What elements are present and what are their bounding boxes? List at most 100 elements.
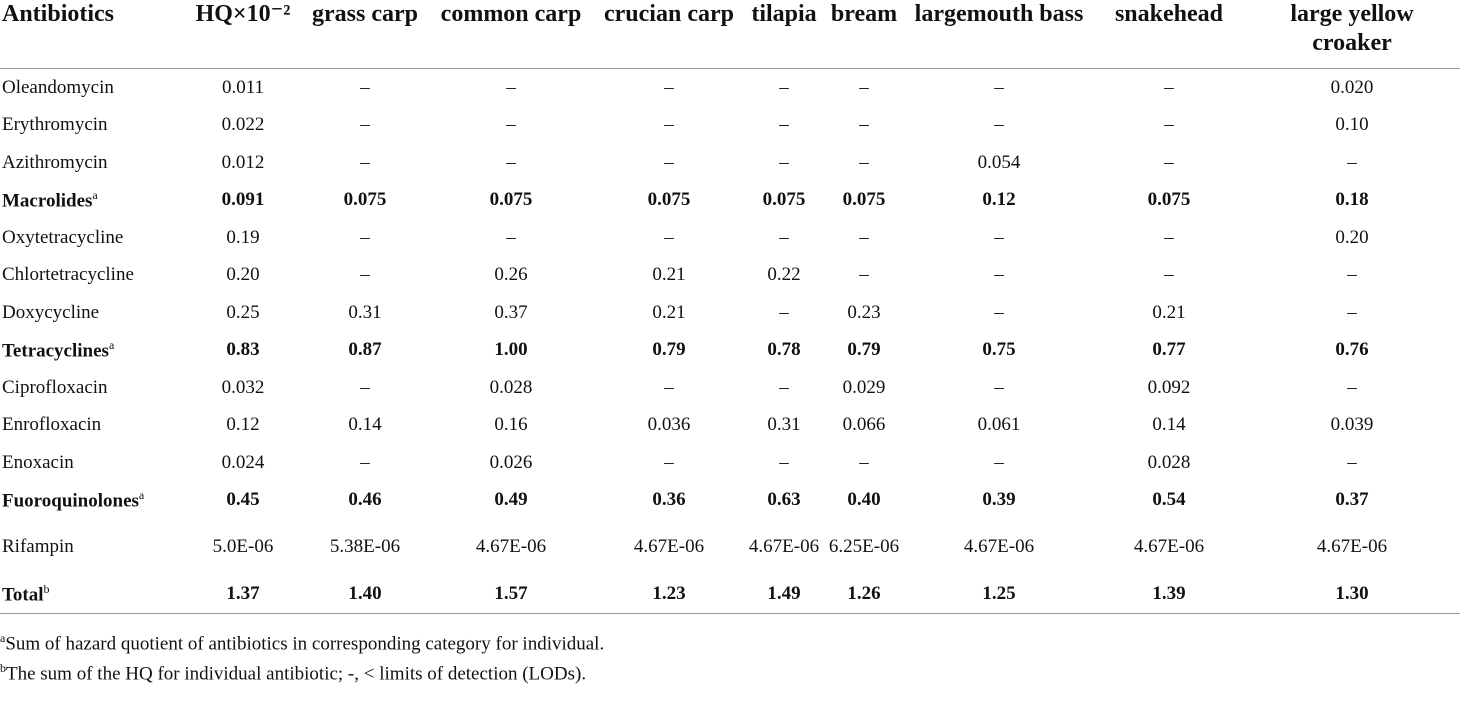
antibiotic-name-cell: Rifampin: [0, 519, 184, 575]
value-cell: 0.091: [221, 189, 265, 211]
value-cell: –: [506, 114, 516, 136]
antibiotic-name-cell: Oleandomycin: [0, 69, 184, 107]
table-row: Erythromycin 0.022 – – – – – – – 0.10: [0, 107, 1460, 145]
footnote-mark: a: [138, 488, 145, 503]
value-cell: 0.31: [348, 301, 382, 323]
value-cell: 1.23: [652, 582, 686, 604]
value-cell: –: [1347, 151, 1357, 173]
footnote-text: The sum of the HQ for individual antibio…: [6, 663, 587, 685]
value-cell: 0.14: [348, 414, 382, 436]
value-cell: 0.075: [842, 189, 886, 211]
footnote-text: Sum of hazard quotient of antibiotics in…: [5, 632, 605, 654]
value-cell: 0.036: [647, 414, 691, 436]
value-cell: 0.011: [221, 76, 265, 98]
value-cell: 0.029: [842, 376, 886, 398]
value-cell: 0.45: [226, 489, 260, 511]
value-cell: 0.12: [226, 414, 260, 436]
footnote-a: aSum of hazard quotient of antibiotics i…: [0, 626, 1460, 656]
antibiotic-name-cell: Fuoroquinolonesa: [0, 482, 184, 520]
value-cell: –: [664, 76, 674, 98]
table-row: Rifampin 5.0E-06 5.38E-06 4.67E-06 4.67E-06 4…: [0, 519, 1460, 575]
value-cell: 0.14: [1152, 414, 1186, 436]
value-cell: 0.054: [977, 151, 1021, 173]
column-header: crucian carp: [604, 1, 734, 27]
value-cell: 0.075: [343, 189, 387, 211]
value-cell: –: [360, 76, 370, 98]
footnote-mark: b: [43, 581, 50, 596]
value-cell: –: [779, 376, 789, 398]
value-cell: 6.25E-06: [828, 536, 900, 557]
value-cell: 5.38E-06: [329, 536, 401, 557]
value-cell: 1.39: [1152, 582, 1186, 604]
column-header: tilapia: [751, 1, 817, 27]
value-cell: 0.20: [226, 264, 260, 286]
antibiotic-name-cell: Erythromycin: [0, 107, 184, 145]
value-cell: –: [1164, 151, 1174, 173]
column-header: largemouth bass: [914, 1, 1084, 27]
value-cell: 0.77: [1152, 339, 1186, 361]
column-header: Antibiotics: [2, 1, 115, 27]
footnote-mark: b: [0, 660, 6, 675]
table-row: Totalb 1.37 1.40 1.57 1.23 1.49 1.26 1.25 1.39 1.…: [0, 575, 1460, 613]
antibiotic-name: Macrolides: [2, 190, 93, 212]
value-cell: –: [1347, 376, 1357, 398]
value-cell: 1.25: [982, 582, 1016, 604]
footnote-mark: a: [0, 630, 6, 645]
value-cell: 5.0E-06: [212, 536, 274, 557]
value-cell: 0.63: [767, 489, 801, 511]
value-cell: –: [506, 151, 516, 173]
value-cell: 0.024: [221, 451, 265, 473]
value-cell: 4.67E-06: [748, 536, 820, 557]
table-row: Oleandomycin 0.011 – – – – – – – 0.020: [0, 69, 1460, 107]
table-row: Fuoroquinolonesa 0.45 0.46 0.49 0.36 0.63 0.40…: [0, 482, 1460, 520]
value-cell: 0.075: [762, 189, 806, 211]
value-cell: –: [1347, 264, 1357, 286]
antibiotic-name-cell: Azithromycin: [0, 144, 184, 182]
table-row: Chlortetracycline 0.20 – 0.26 0.21 0.22 – – – –: [0, 257, 1460, 295]
table-row: Azithromycin 0.012 – – – – – 0.054 – –: [0, 144, 1460, 182]
value-cell: 1.00: [494, 339, 528, 361]
value-cell: –: [779, 114, 789, 136]
antibiotic-name: Rifampin: [2, 536, 74, 557]
value-cell: 0.23: [847, 301, 881, 323]
antibiotic-name: Fuoroquinolones: [2, 490, 139, 512]
value-cell: –: [994, 451, 1004, 473]
value-cell: –: [664, 114, 674, 136]
value-cell: –: [859, 151, 869, 173]
value-cell: –: [360, 264, 370, 286]
value-cell: 0.092: [1147, 376, 1191, 398]
value-cell: –: [1164, 264, 1174, 286]
value-cell: 0.79: [652, 339, 686, 361]
value-cell: –: [1164, 76, 1174, 98]
value-cell: –: [664, 226, 674, 248]
antibiotic-name: Total: [2, 583, 44, 605]
value-cell: 1.49: [767, 582, 801, 604]
value-cell: 0.54: [1152, 489, 1186, 511]
value-cell: –: [994, 264, 1004, 286]
value-cell: 0.31: [767, 414, 801, 436]
antibiotic-name: Chlortetracycline: [2, 264, 134, 286]
antibiotic-name-cell: Totalb: [0, 575, 184, 613]
value-cell: 0.16: [494, 414, 528, 436]
value-cell: 0.76: [1335, 339, 1369, 361]
value-cell: 1.37: [226, 582, 260, 604]
antibiotic-name: Enoxacin: [2, 451, 74, 473]
value-cell: –: [994, 226, 1004, 248]
value-cell: –: [779, 151, 789, 173]
value-cell: 0.79: [847, 339, 881, 361]
value-cell: 0.22: [767, 264, 801, 286]
value-cell: 0.39: [982, 489, 1016, 511]
antibiotic-name-cell: Enoxacin: [0, 444, 184, 482]
antibiotic-name-cell: Macrolidesa: [0, 182, 184, 220]
value-cell: –: [360, 151, 370, 173]
value-cell: –: [360, 226, 370, 248]
value-cell: 1.30: [1335, 582, 1369, 604]
column-header: snakehead: [1114, 1, 1224, 27]
value-cell: 0.21: [652, 264, 686, 286]
value-cell: –: [779, 451, 789, 473]
value-cell: 0.061: [977, 414, 1021, 436]
value-cell: 4.67E-06: [963, 536, 1035, 557]
value-cell: 0.21: [1152, 301, 1186, 323]
value-cell: 0.032: [221, 376, 265, 398]
value-cell: 0.20: [1335, 226, 1369, 248]
